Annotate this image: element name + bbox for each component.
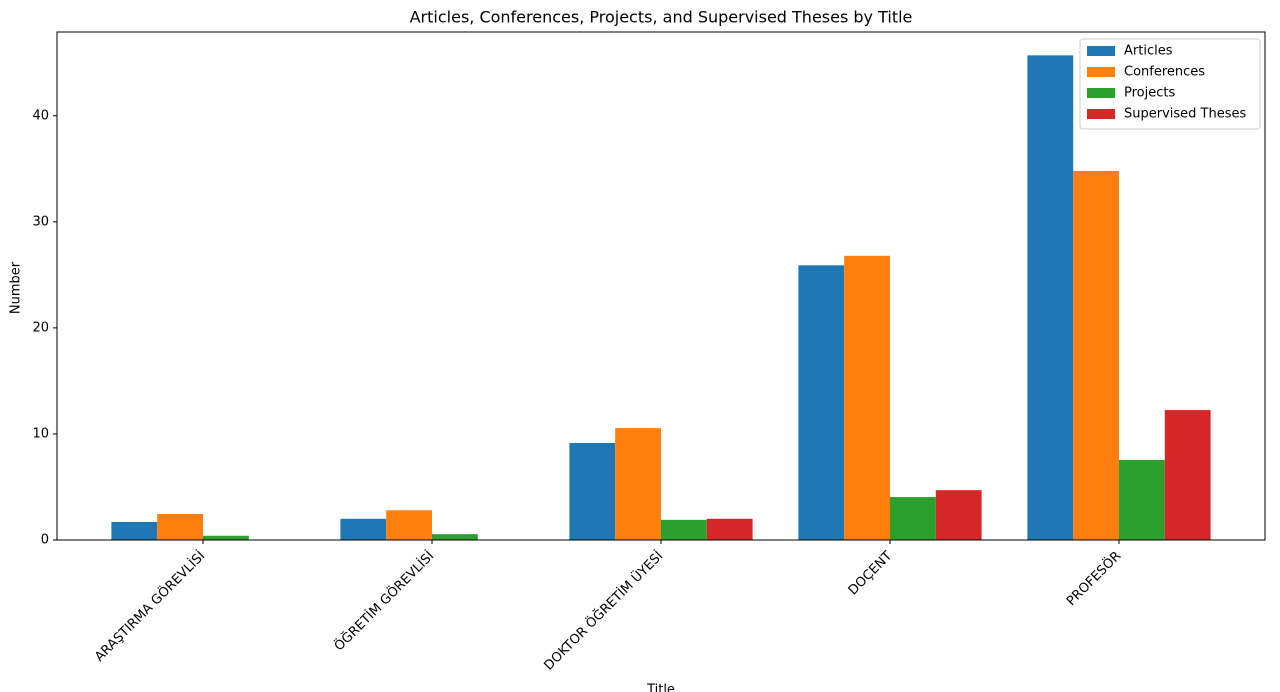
bar xyxy=(1027,55,1074,540)
x-tick-label: DOÇENT xyxy=(846,549,896,599)
legend-label: Projects xyxy=(1124,86,1175,101)
legend-swatch xyxy=(1087,88,1115,98)
legend-swatch xyxy=(1087,109,1115,119)
bar xyxy=(615,428,661,540)
x-axis-label: Title xyxy=(646,683,675,692)
legend-swatch xyxy=(1087,67,1115,77)
bar xyxy=(569,442,616,540)
x-tick-label: ÖĞRETİM GÖREVLİSİ xyxy=(330,547,437,654)
x-tick-label: DOKTOR ÖĞRETİM ÜYESİ xyxy=(540,547,666,673)
x-tick-label: PROFESÖR xyxy=(1063,547,1125,609)
bar xyxy=(1164,410,1211,540)
x-tick-label: ARAŞTIRMA GÖREVLİSİ xyxy=(91,547,209,665)
bar xyxy=(340,518,387,540)
y-tick-label: 0 xyxy=(41,533,49,548)
bar xyxy=(661,519,707,540)
bar xyxy=(798,265,845,540)
bar xyxy=(157,514,203,540)
y-tick-label: 30 xyxy=(32,214,49,229)
y-tick-label: 20 xyxy=(32,320,49,335)
bar xyxy=(844,255,890,540)
y-tick-label: 40 xyxy=(32,108,49,123)
legend-box xyxy=(1079,38,1261,130)
bar xyxy=(935,490,982,540)
bar xyxy=(890,497,936,540)
bar xyxy=(386,510,432,540)
legend-label: Conferences xyxy=(1124,65,1205,80)
chart-title: Articles, Conferences, Projects, and Sup… xyxy=(410,8,913,27)
y-axis-label: Number xyxy=(9,261,24,314)
bar xyxy=(432,534,478,540)
legend: Articles Conferences Projects Supervised Th… xyxy=(1079,38,1261,130)
bar xyxy=(1119,459,1165,540)
legend-label: Supervised Theses xyxy=(1124,107,1246,122)
bar xyxy=(706,518,753,540)
bar xyxy=(111,521,158,540)
legend-swatch xyxy=(1087,46,1115,56)
bar xyxy=(203,535,249,540)
y-tick-label: 10 xyxy=(32,426,49,441)
legend-label: Articles xyxy=(1124,44,1173,59)
bar xyxy=(1073,170,1119,541)
